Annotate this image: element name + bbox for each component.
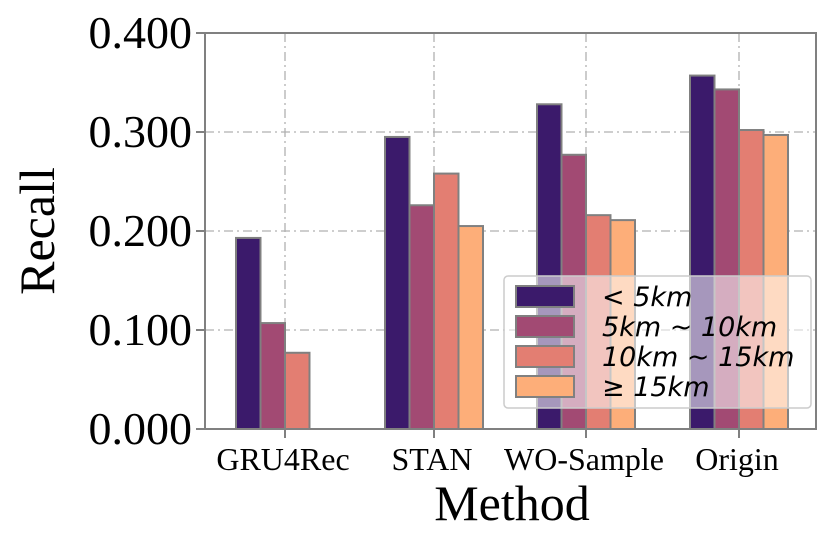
bar	[284, 351, 311, 430]
bar	[235, 236, 262, 430]
x-tick-label: Origin	[695, 441, 779, 477]
legend-swatch	[515, 345, 575, 368]
y-tick-label: 0.400	[89, 7, 193, 58]
y-axis-ticks: 0.000 0.100 0.200 0.300 0.400	[89, 7, 205, 454]
y-tick-label: 0.000	[89, 403, 193, 454]
x-tick-label: WO-Sample	[504, 441, 664, 477]
bar	[384, 135, 411, 430]
legend-box	[503, 275, 812, 409]
legend-entry: 5km ~ 10km	[602, 312, 777, 343]
x-axis-ticks: GRU4Rec STAN WO-Sample Origin	[216, 429, 779, 477]
legend-entry: ≥ 15km	[602, 372, 710, 403]
bar	[457, 225, 484, 430]
legend-entry: 10km ~ 15km	[602, 342, 794, 373]
x-tick-label: STAN	[392, 441, 473, 477]
x-axis-label: Method	[434, 475, 590, 531]
legend-swatch	[515, 315, 575, 338]
y-axis-label: Recall	[9, 167, 65, 295]
y-tick-label: 0.300	[89, 106, 193, 157]
bar	[408, 204, 435, 430]
legend-swatch	[515, 375, 575, 398]
legend-entry: < 5km	[602, 282, 692, 313]
bar	[259, 322, 286, 431]
y-tick-label: 0.100	[89, 304, 193, 355]
y-tick-label: 0.200	[89, 205, 193, 256]
bar	[433, 172, 460, 430]
legend-swatch	[515, 285, 575, 308]
x-tick-label: GRU4Rec	[216, 441, 349, 477]
